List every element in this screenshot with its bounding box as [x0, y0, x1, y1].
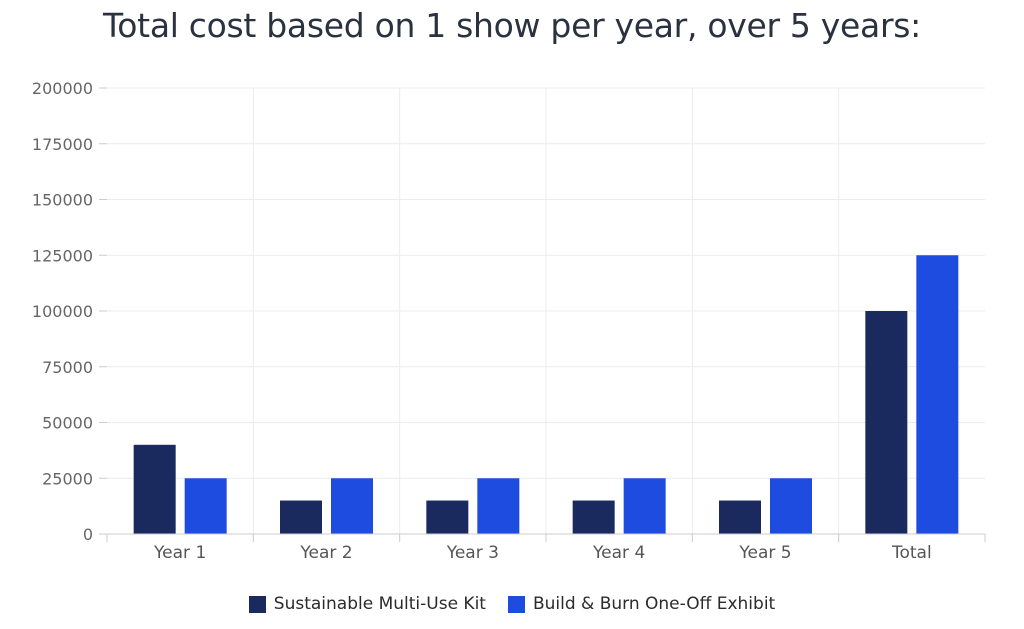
bar-series-2-year-4	[623, 478, 666, 534]
x-tick-label: Total	[891, 543, 932, 563]
bar-series-1-year-3	[426, 500, 469, 534]
legend-swatch-series-1	[248, 595, 266, 613]
y-tick-label: 50000	[42, 414, 93, 433]
y-tick-label: 75000	[42, 358, 93, 377]
y-tick-label: 25000	[42, 469, 93, 488]
y-tick-label: 125000	[32, 246, 93, 265]
x-tick-label: Year 4	[592, 543, 645, 563]
bar-series-2-year-2	[331, 478, 373, 534]
bar-series-2-total	[916, 255, 959, 534]
legend-item-series-2[interactable]: Build & Burn One-Off Exhibit	[507, 594, 776, 614]
y-tick-label: 200000	[32, 79, 93, 98]
x-tick-label: Year 3	[446, 543, 499, 563]
y-tick-label: 150000	[32, 191, 93, 210]
bar-series-1-year-4	[572, 500, 615, 534]
chart-title: Total cost based on 1 show per year, ove…	[103, 6, 921, 45]
bar-series-1-year-1	[133, 444, 176, 534]
legend-item-series-1[interactable]: Sustainable Multi-Use Kit	[248, 594, 486, 614]
bar-series-2-year-5	[770, 478, 812, 534]
legend-label-series-2: Build & Burn One-Off Exhibit	[532, 594, 776, 614]
x-tick-label: Year 5	[738, 543, 791, 563]
x-tick-label: Year 1	[153, 543, 206, 563]
legend-label-series-1: Sustainable Multi-Use Kit	[273, 594, 486, 614]
bar-series-2-year-1	[184, 478, 227, 534]
legend-swatch-series-2	[507, 595, 525, 613]
bar-series-2-year-3	[477, 478, 520, 534]
bar-series-1-year-2	[280, 500, 322, 534]
chart-legend: Sustainable Multi-Use Kit Build & Burn O…	[0, 594, 1024, 614]
bar-series-1-year-5	[719, 500, 761, 534]
bar-chart: 0 25000 50000 75000 100000 125000 150000 175000…	[32, 79, 986, 563]
x-tick-label: Year 2	[299, 543, 352, 563]
y-tick-label: 100000	[32, 302, 93, 321]
y-tick-label: 175000	[32, 135, 93, 154]
bar-series-1-total	[865, 311, 908, 534]
y-tick-label: 0	[83, 525, 93, 544]
